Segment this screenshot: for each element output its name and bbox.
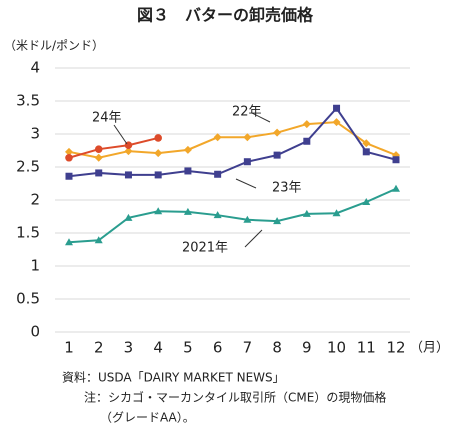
- marker: [273, 151, 281, 159]
- marker: [183, 145, 192, 154]
- x-tick-label: 3: [124, 339, 134, 357]
- marker: [302, 209, 311, 217]
- marker: [124, 213, 133, 221]
- marker: [154, 134, 162, 142]
- note: 注：シカゴ・マーカンタイル取引所（CME）の現物価格: [84, 390, 386, 405]
- marker: [273, 128, 282, 137]
- marker: [154, 171, 162, 179]
- marker: [124, 171, 132, 179]
- marker: [243, 158, 251, 166]
- source-note: 資料：USDA「DAIRY MARKET NEWS」: [62, 371, 285, 385]
- x-tick-label: 8: [272, 339, 282, 357]
- marker: [65, 238, 73, 246]
- marker: [362, 197, 371, 205]
- marker: [184, 167, 192, 175]
- marker: [243, 215, 252, 223]
- marker: [65, 172, 73, 180]
- y-tick-label: 2.5: [16, 158, 40, 176]
- marker: [94, 236, 103, 244]
- marker: [362, 139, 371, 148]
- leader-line: [251, 112, 271, 123]
- x-tick-label: 12: [386, 339, 405, 357]
- marker: [65, 153, 73, 162]
- marker: [333, 104, 341, 112]
- marker: [94, 145, 103, 153]
- marker: [95, 169, 103, 177]
- marker: [94, 153, 103, 162]
- series-label: 2021年: [182, 241, 228, 256]
- leader-line: [113, 124, 128, 145]
- series-line: [68, 187, 397, 244]
- x-tick-label: 4: [153, 339, 163, 357]
- y-axis-label: （米ドル/ポンド）: [4, 39, 104, 53]
- note: （グレードAA）。: [100, 411, 195, 425]
- series-line: [68, 121, 397, 159]
- y-tick-label: 2: [30, 191, 40, 209]
- x-tick-label: 6: [213, 339, 223, 357]
- marker: [154, 149, 163, 158]
- marker: [302, 120, 311, 129]
- x-tick-label: 7: [243, 339, 253, 357]
- x-axis-label: （月）: [410, 341, 449, 356]
- marker: [213, 133, 222, 142]
- marker: [332, 118, 341, 127]
- leader-line: [235, 178, 257, 189]
- x-tick-label: 9: [302, 339, 312, 357]
- leader-line: [244, 229, 263, 248]
- x-tick-label: 10: [327, 339, 346, 357]
- marker: [362, 148, 370, 156]
- series-label: 24年: [92, 111, 122, 126]
- marker: [332, 209, 341, 217]
- marker: [392, 184, 400, 192]
- marker: [243, 133, 252, 142]
- series-line: [68, 136, 159, 159]
- y-tick-label: 1: [30, 257, 40, 275]
- marker: [183, 207, 192, 215]
- x-tick-label: 5: [183, 339, 193, 357]
- series-label: 23年: [272, 181, 302, 196]
- marker: [65, 147, 73, 156]
- chart-title: 図３ バターの卸売価格: [137, 6, 314, 25]
- y-tick-label: 1.5: [16, 224, 40, 242]
- marker: [214, 170, 222, 178]
- y-tick-label: 3.5: [16, 92, 40, 110]
- series-label: 22年: [232, 105, 262, 120]
- x-tick-label: 1: [64, 339, 74, 357]
- marker: [273, 217, 282, 225]
- marker: [154, 207, 163, 215]
- marker: [124, 147, 133, 156]
- marker: [303, 137, 311, 145]
- marker: [392, 156, 400, 164]
- y-tick-label: 0: [30, 323, 40, 341]
- x-tick-label: 2: [94, 339, 104, 357]
- y-tick-label: 4: [30, 59, 40, 77]
- marker: [213, 211, 222, 219]
- y-tick-label: 0.5: [16, 290, 40, 308]
- x-tick-label: 11: [357, 339, 376, 357]
- y-tick-label: 3: [30, 125, 40, 143]
- series-line: [68, 106, 397, 178]
